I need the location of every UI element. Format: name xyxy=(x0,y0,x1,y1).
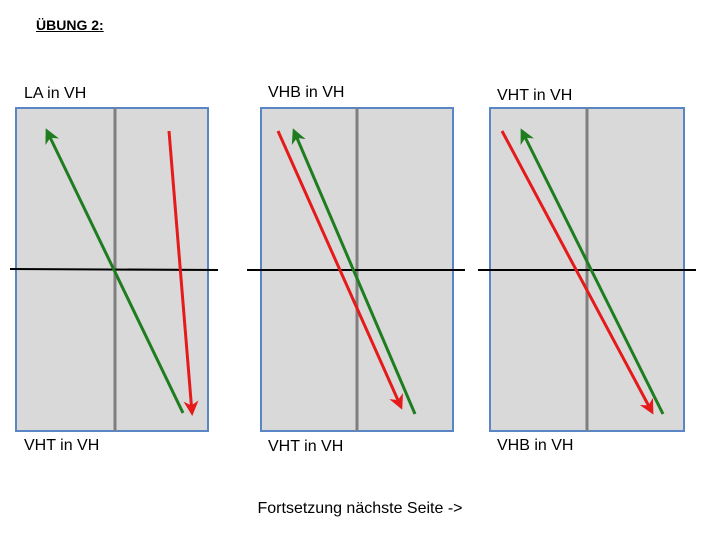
panel-1 xyxy=(9,107,219,432)
panel-3 xyxy=(478,107,696,432)
panel-3-green-arrow xyxy=(520,128,665,415)
panel-3-top-label: VHT in VH xyxy=(497,87,573,104)
panel-2-bottom-label: VHT in VH xyxy=(268,438,344,455)
panel-1-bottom-label: VHT in VH xyxy=(24,437,100,454)
continuation-note: Fortsetzung nächste Seite -> xyxy=(257,500,463,517)
panel-2 xyxy=(247,107,465,432)
panel-2-top-label: VHB in VH xyxy=(268,84,345,101)
panel-1-green-arrow xyxy=(45,128,185,414)
panel-1-top-label: LA in VH xyxy=(24,85,87,102)
panel-2-red-arrow xyxy=(276,130,403,410)
panel-3-bottom-label: VHB in VH xyxy=(497,437,574,454)
panel-3-red-arrow xyxy=(500,130,654,415)
panel-1-red-arrow xyxy=(167,130,199,416)
exercise-title: ÜBUNG 2: xyxy=(36,17,104,33)
panel-2-green-arrow xyxy=(291,128,417,415)
